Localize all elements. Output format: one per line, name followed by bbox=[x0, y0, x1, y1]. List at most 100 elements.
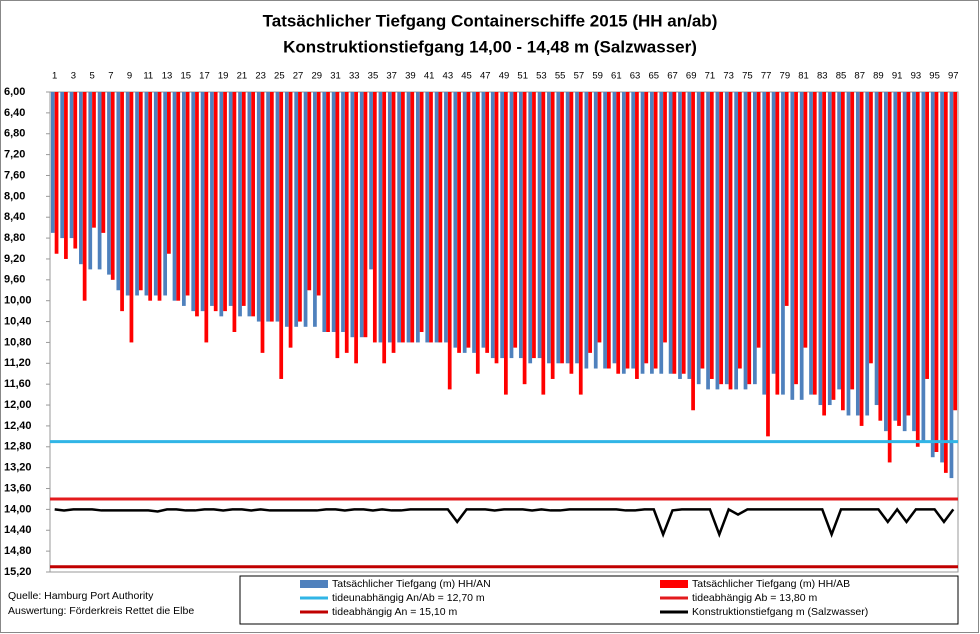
line-series bbox=[54, 507, 955, 539]
bar bbox=[213, 92, 218, 312]
bar bbox=[943, 92, 948, 473]
bar bbox=[700, 92, 705, 369]
y-tick-label: 6,40 bbox=[4, 107, 25, 119]
bar bbox=[350, 92, 355, 338]
bar bbox=[135, 92, 139, 296]
x-tick-label: 69 bbox=[686, 71, 697, 82]
bar bbox=[631, 92, 636, 369]
bar bbox=[541, 92, 546, 395]
bar bbox=[706, 92, 710, 390]
bar bbox=[472, 92, 476, 353]
source: Quelle: Hamburg Port Authority bbox=[8, 590, 154, 602]
bar bbox=[200, 92, 205, 312]
x-tick-label: 33 bbox=[349, 71, 360, 82]
bar bbox=[747, 92, 752, 385]
bar bbox=[210, 92, 214, 306]
bar bbox=[640, 92, 645, 374]
bar bbox=[635, 92, 639, 379]
y-tick-label: 11,20 bbox=[4, 357, 31, 369]
bar bbox=[120, 92, 124, 312]
x-tick-label: 17 bbox=[199, 71, 210, 82]
bar bbox=[313, 92, 317, 327]
bar bbox=[532, 92, 536, 359]
y-tick-label: 11,60 bbox=[4, 378, 31, 390]
x-tick-label: 81 bbox=[798, 71, 809, 82]
bar bbox=[82, 92, 87, 301]
bar bbox=[101, 92, 106, 233]
x-tick-label: 25 bbox=[274, 71, 285, 82]
bar bbox=[509, 92, 514, 359]
x-tick-label: 13 bbox=[162, 71, 173, 82]
bar bbox=[475, 92, 480, 374]
bar bbox=[359, 92, 364, 338]
bar bbox=[547, 92, 551, 364]
bar bbox=[537, 92, 542, 359]
bar bbox=[157, 92, 162, 301]
bar bbox=[953, 92, 958, 411]
bar bbox=[790, 92, 795, 400]
legend-label: tideabhängig An = 15,10 m bbox=[332, 606, 457, 618]
bar bbox=[949, 92, 954, 479]
bar bbox=[500, 92, 504, 359]
bar bbox=[934, 92, 939, 452]
bar bbox=[284, 92, 289, 327]
bar bbox=[794, 92, 798, 385]
bar bbox=[865, 92, 870, 416]
y-tick-label: 14,40 bbox=[4, 524, 32, 536]
bar bbox=[382, 92, 387, 364]
x-tick-label: 65 bbox=[648, 71, 659, 82]
bar bbox=[322, 92, 327, 332]
bar bbox=[172, 92, 177, 301]
x-tick-label: 31 bbox=[330, 71, 341, 82]
bar bbox=[784, 92, 789, 306]
bar bbox=[752, 92, 757, 385]
bar bbox=[191, 92, 196, 312]
x-tick-label: 77 bbox=[761, 71, 772, 82]
x-tick-label: 47 bbox=[480, 71, 491, 82]
bar bbox=[438, 92, 443, 343]
bar bbox=[846, 92, 851, 416]
y-tick-label: 13,20 bbox=[4, 462, 32, 474]
bar bbox=[54, 92, 59, 254]
bar bbox=[578, 92, 583, 395]
bar bbox=[256, 92, 261, 322]
bar bbox=[490, 92, 495, 359]
x-tick-label: 19 bbox=[218, 71, 229, 82]
y-tick-label: 6,00 bbox=[4, 86, 25, 98]
bar bbox=[696, 92, 701, 385]
bar bbox=[462, 92, 467, 353]
bar bbox=[251, 92, 256, 317]
bar bbox=[837, 92, 841, 390]
bar bbox=[397, 92, 402, 343]
y-tick-label: 9,20 bbox=[4, 253, 25, 265]
bar bbox=[597, 92, 602, 343]
bar bbox=[391, 92, 396, 353]
bar bbox=[266, 92, 270, 322]
bar bbox=[921, 92, 926, 442]
bar bbox=[719, 92, 724, 385]
x-tick-label: 51 bbox=[517, 71, 528, 82]
x-tick-label: 27 bbox=[293, 71, 304, 82]
bar bbox=[129, 92, 134, 343]
bar bbox=[831, 92, 836, 400]
x-tick-label: 11 bbox=[143, 71, 153, 82]
x-tick-label: 95 bbox=[929, 71, 940, 82]
bar bbox=[335, 92, 340, 359]
x-tick-label: 67 bbox=[667, 71, 678, 82]
bar bbox=[809, 92, 813, 395]
bar bbox=[73, 92, 78, 249]
bar bbox=[307, 92, 312, 291]
bar bbox=[64, 92, 68, 259]
bar bbox=[781, 92, 785, 395]
legend-box bbox=[239, 575, 959, 625]
bar bbox=[925, 92, 929, 379]
chart-title: Tatsächlicher Tiefgang Containerschiffe … bbox=[263, 11, 718, 30]
bar bbox=[125, 92, 130, 296]
bar bbox=[625, 92, 630, 369]
y-tick-label: 15,20 bbox=[4, 566, 32, 578]
bar bbox=[363, 92, 368, 338]
bar bbox=[195, 92, 199, 317]
bar bbox=[593, 92, 598, 369]
x-tick-label: 41 bbox=[424, 71, 435, 82]
